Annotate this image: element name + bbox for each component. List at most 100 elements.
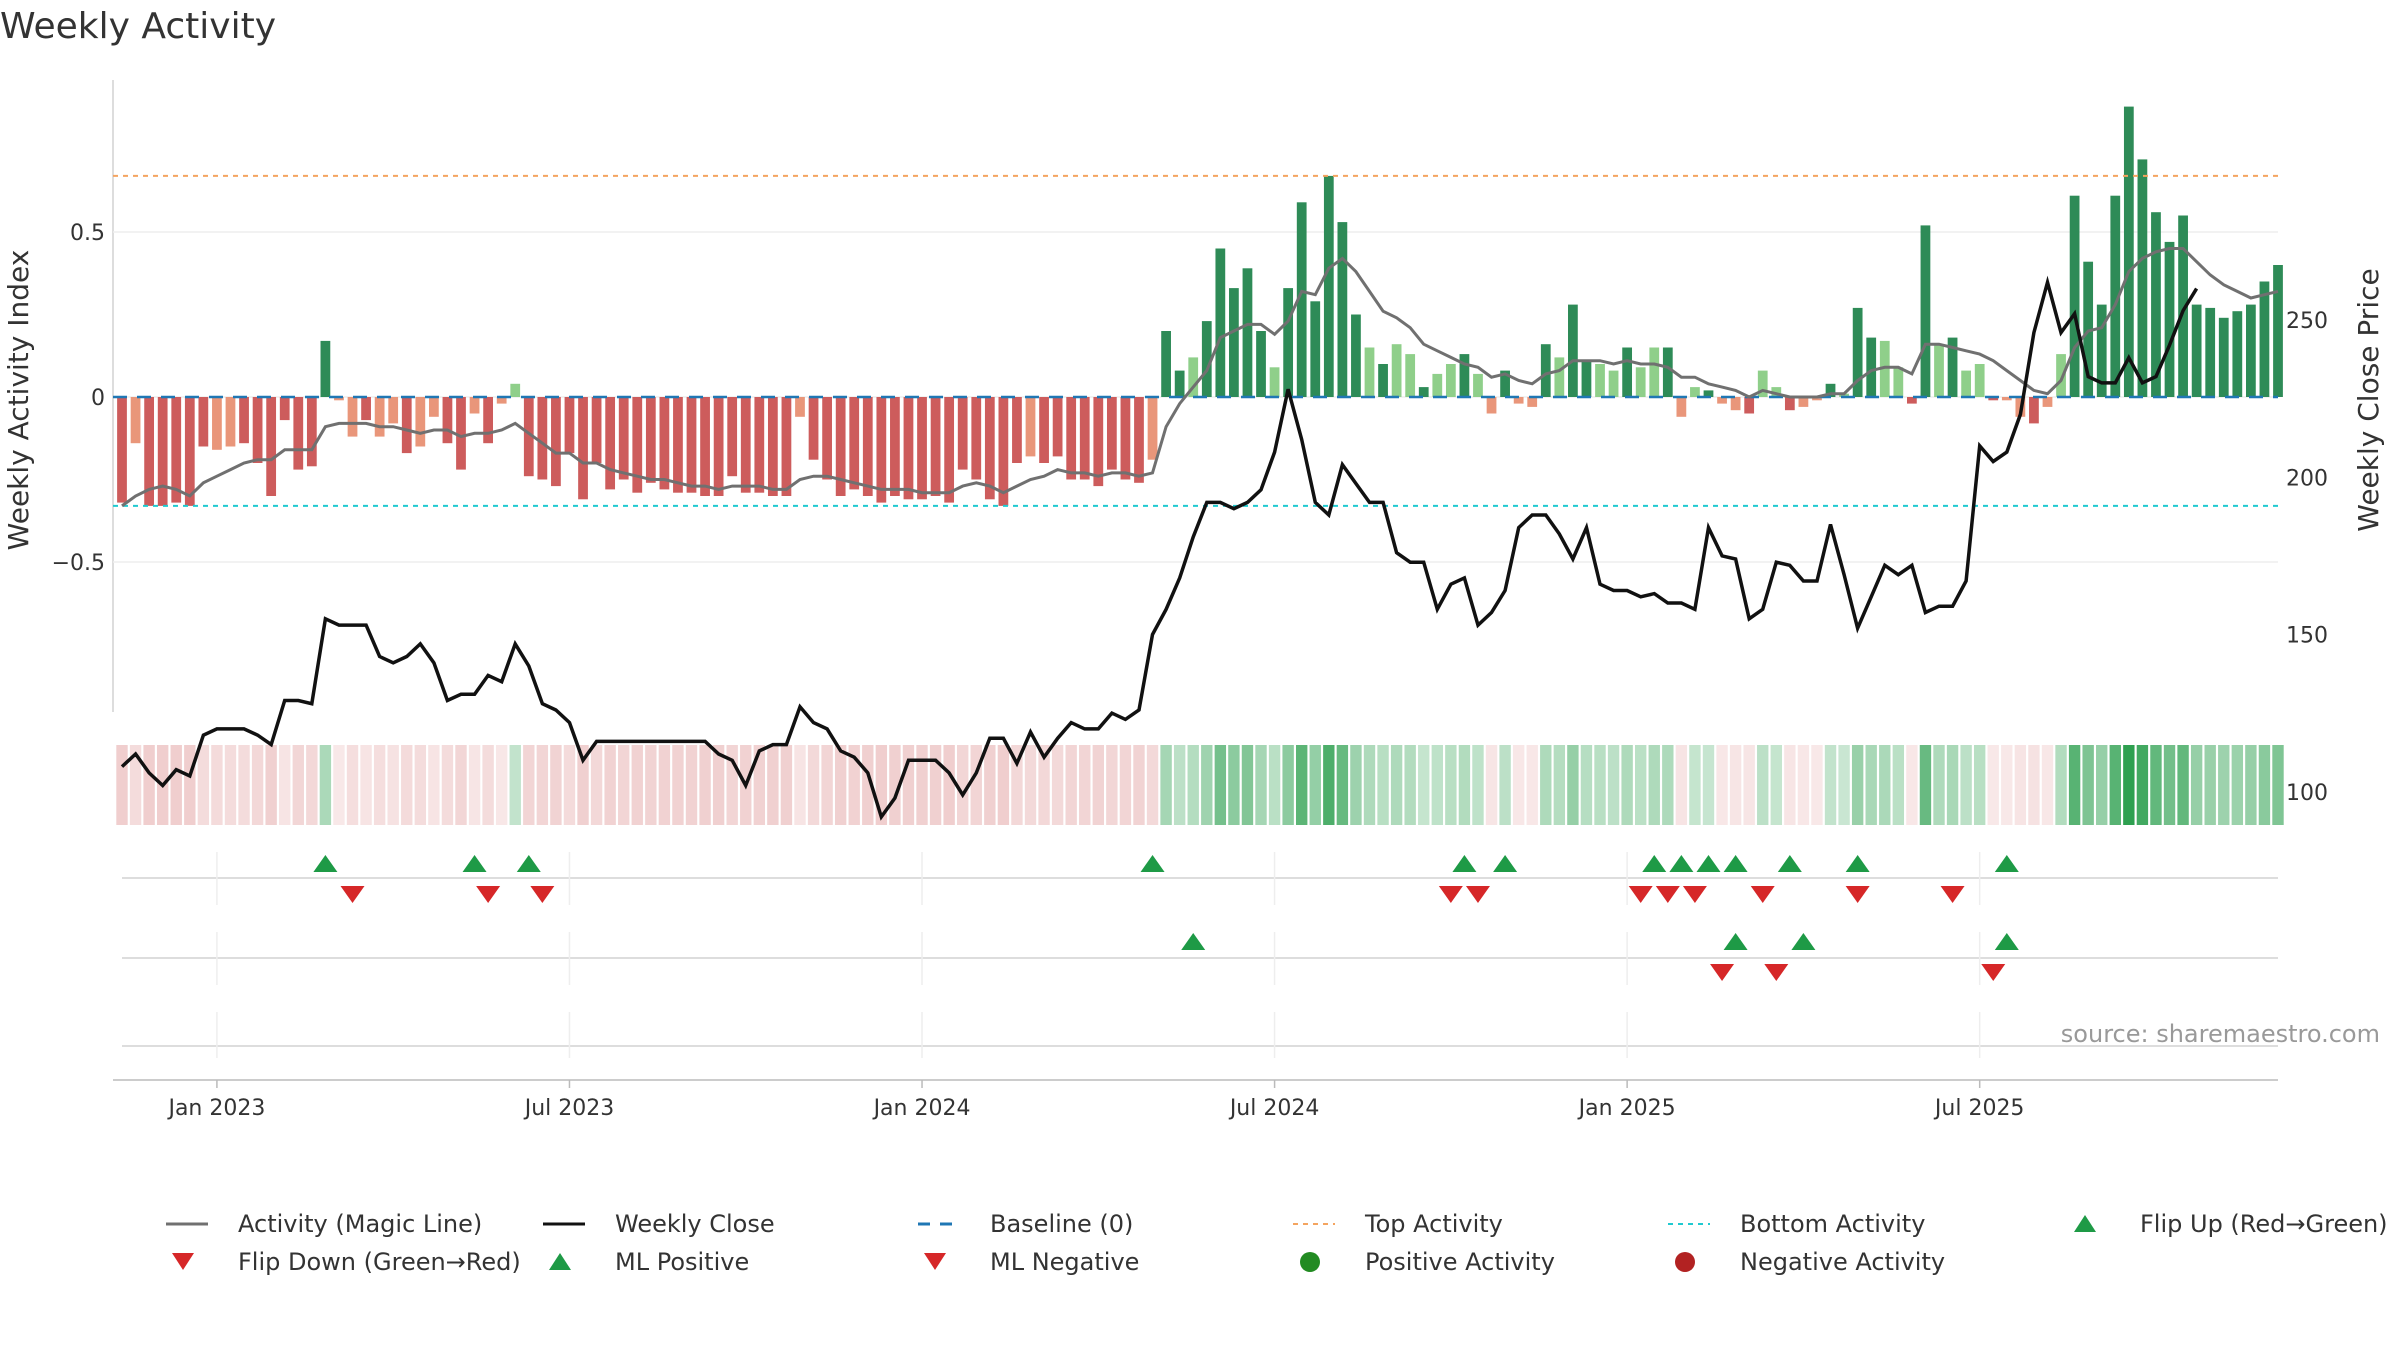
activity-bar bbox=[1812, 397, 1822, 401]
reference-lines bbox=[113, 174, 2278, 507]
heat-cell bbox=[2258, 745, 2271, 825]
heat-cell bbox=[428, 745, 440, 825]
left-y-tick: −0.5 bbox=[52, 551, 105, 576]
heat-cell bbox=[1363, 745, 1376, 825]
flip-down-marker bbox=[1465, 886, 1490, 903]
heat-cell bbox=[523, 745, 535, 825]
legend-swatch-up bbox=[549, 1253, 571, 1270]
heat-cell bbox=[2096, 745, 2108, 825]
heat-cell bbox=[1079, 745, 1091, 825]
activity-bar bbox=[713, 397, 724, 496]
weekly-close-series bbox=[120, 275, 2199, 821]
activity-bar bbox=[374, 397, 385, 437]
left-y-tick-labels: 0.5 0 −0.5 bbox=[52, 221, 105, 576]
activity-bar bbox=[1879, 340, 1890, 397]
activity-bar bbox=[2164, 241, 2175, 397]
left-y-axis-label: Weekly Activity Index bbox=[2, 250, 35, 551]
legend-label: Positive Activity bbox=[1365, 1248, 1555, 1276]
activity-bar bbox=[293, 397, 304, 470]
heat-cell bbox=[1607, 745, 1620, 825]
activity-bar bbox=[1025, 397, 1036, 457]
heat-cell bbox=[1472, 745, 1484, 825]
heat-cell bbox=[1404, 745, 1416, 825]
activity-bar bbox=[320, 340, 331, 397]
heat-cell bbox=[943, 745, 955, 825]
heat-cell bbox=[279, 745, 291, 825]
heat-cell bbox=[550, 745, 562, 825]
heat-cell bbox=[1675, 745, 1688, 825]
ml-positive-marker bbox=[1994, 933, 2019, 950]
activity-bar bbox=[266, 397, 277, 496]
activity-bar bbox=[2123, 106, 2134, 397]
heat-cell bbox=[1282, 745, 1294, 825]
heat-cell bbox=[1024, 745, 1037, 825]
heat-cell bbox=[1879, 745, 1891, 825]
x-tick-label: Jul 2023 bbox=[523, 1096, 615, 1121]
heat-cell bbox=[1418, 745, 1430, 825]
heat-cell bbox=[455, 745, 467, 825]
flip-up-marker bbox=[516, 855, 541, 872]
heat-cell bbox=[1377, 745, 1389, 825]
x-tick-label: Jan 2024 bbox=[872, 1096, 971, 1121]
heat-cell bbox=[1119, 745, 1132, 825]
activity-bar bbox=[306, 397, 317, 467]
activity-bar bbox=[1378, 364, 1388, 397]
heat-cell bbox=[645, 745, 657, 825]
activity-bar bbox=[523, 397, 534, 477]
heat-cell bbox=[2055, 745, 2067, 825]
activity-bar bbox=[754, 397, 765, 493]
flip-up-marker bbox=[1669, 855, 1694, 872]
source-note: source: sharemaestro.com bbox=[2061, 1020, 2380, 1048]
x-tick-label: Jul 2025 bbox=[1933, 1096, 2025, 1121]
heat-cell bbox=[794, 745, 806, 825]
heat-cell bbox=[211, 745, 223, 825]
heat-cell bbox=[875, 745, 888, 825]
activity-bar bbox=[1405, 354, 1416, 397]
activity-bar bbox=[1893, 367, 1904, 397]
activity-bar bbox=[2056, 354, 2066, 397]
activity-bar bbox=[1215, 248, 1226, 397]
heat-cell bbox=[712, 745, 725, 825]
heat-cell bbox=[970, 745, 982, 825]
activity-bar bbox=[876, 397, 887, 503]
heat-cell bbox=[1133, 745, 1145, 825]
heat-cell bbox=[1268, 745, 1281, 825]
activity-bar bbox=[1771, 387, 1782, 397]
heat-cell bbox=[1553, 745, 1566, 825]
activity-bar bbox=[1147, 397, 1158, 460]
activity-bar bbox=[496, 397, 507, 404]
heat-cell bbox=[2245, 745, 2257, 825]
heat-cell bbox=[1214, 745, 1227, 825]
heat-cell bbox=[1187, 745, 1199, 825]
heat-cell bbox=[1797, 745, 1810, 825]
activity-bar bbox=[1500, 370, 1510, 397]
heat-cell bbox=[577, 745, 589, 825]
activity-bar bbox=[1540, 344, 1551, 397]
heat-cell bbox=[1824, 745, 1837, 825]
activity-bar bbox=[1568, 304, 1578, 397]
activity-bar bbox=[890, 397, 900, 496]
activity-bar bbox=[117, 397, 127, 503]
legend-swatch-positive bbox=[1300, 1252, 1320, 1272]
activity-bar bbox=[1106, 397, 1117, 470]
activity-bar bbox=[618, 397, 629, 480]
activity-bar bbox=[1052, 397, 1063, 457]
activity-bar bbox=[1188, 357, 1199, 397]
activity-bar bbox=[551, 397, 561, 487]
activity-bar bbox=[1649, 347, 1660, 397]
heat-cell bbox=[333, 745, 345, 825]
heat-cell bbox=[1011, 745, 1023, 825]
heat-cell bbox=[1960, 745, 1972, 825]
activity-bar bbox=[605, 397, 616, 490]
activity-bar bbox=[1229, 288, 1239, 397]
activity-bar bbox=[1513, 397, 1524, 404]
activity-bar bbox=[401, 397, 412, 454]
activity-bar bbox=[1825, 383, 1836, 397]
heat-cell bbox=[1933, 745, 1945, 825]
left-y-tick: 0.5 bbox=[70, 221, 105, 246]
activity-bar bbox=[1662, 347, 1673, 397]
activity-bar bbox=[849, 397, 860, 490]
activity-bar bbox=[1120, 397, 1131, 480]
heat-cell bbox=[2001, 745, 2013, 825]
